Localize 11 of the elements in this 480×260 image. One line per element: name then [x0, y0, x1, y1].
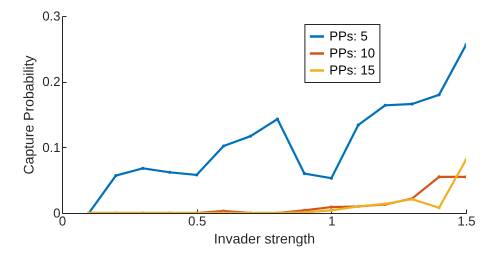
- x-tick-label: 1: [328, 214, 336, 228]
- legend-label: PPs: 10: [329, 46, 375, 60]
- y-tick-label: 0.2: [42, 74, 60, 90]
- x-tick-label: 0.5: [188, 214, 206, 228]
- x-tick-label: 1.5: [457, 214, 476, 228]
- y-axis-title: Capture Probability: [20, 55, 36, 175]
- legend-label: PPs: 5: [329, 28, 368, 44]
- legend-label: PPs: 15: [329, 62, 375, 78]
- y-tick-label: 0.1: [42, 140, 60, 155]
- y-tick-label: 0.3: [42, 8, 60, 24]
- x-axis-title: Invader strength: [214, 230, 316, 246]
